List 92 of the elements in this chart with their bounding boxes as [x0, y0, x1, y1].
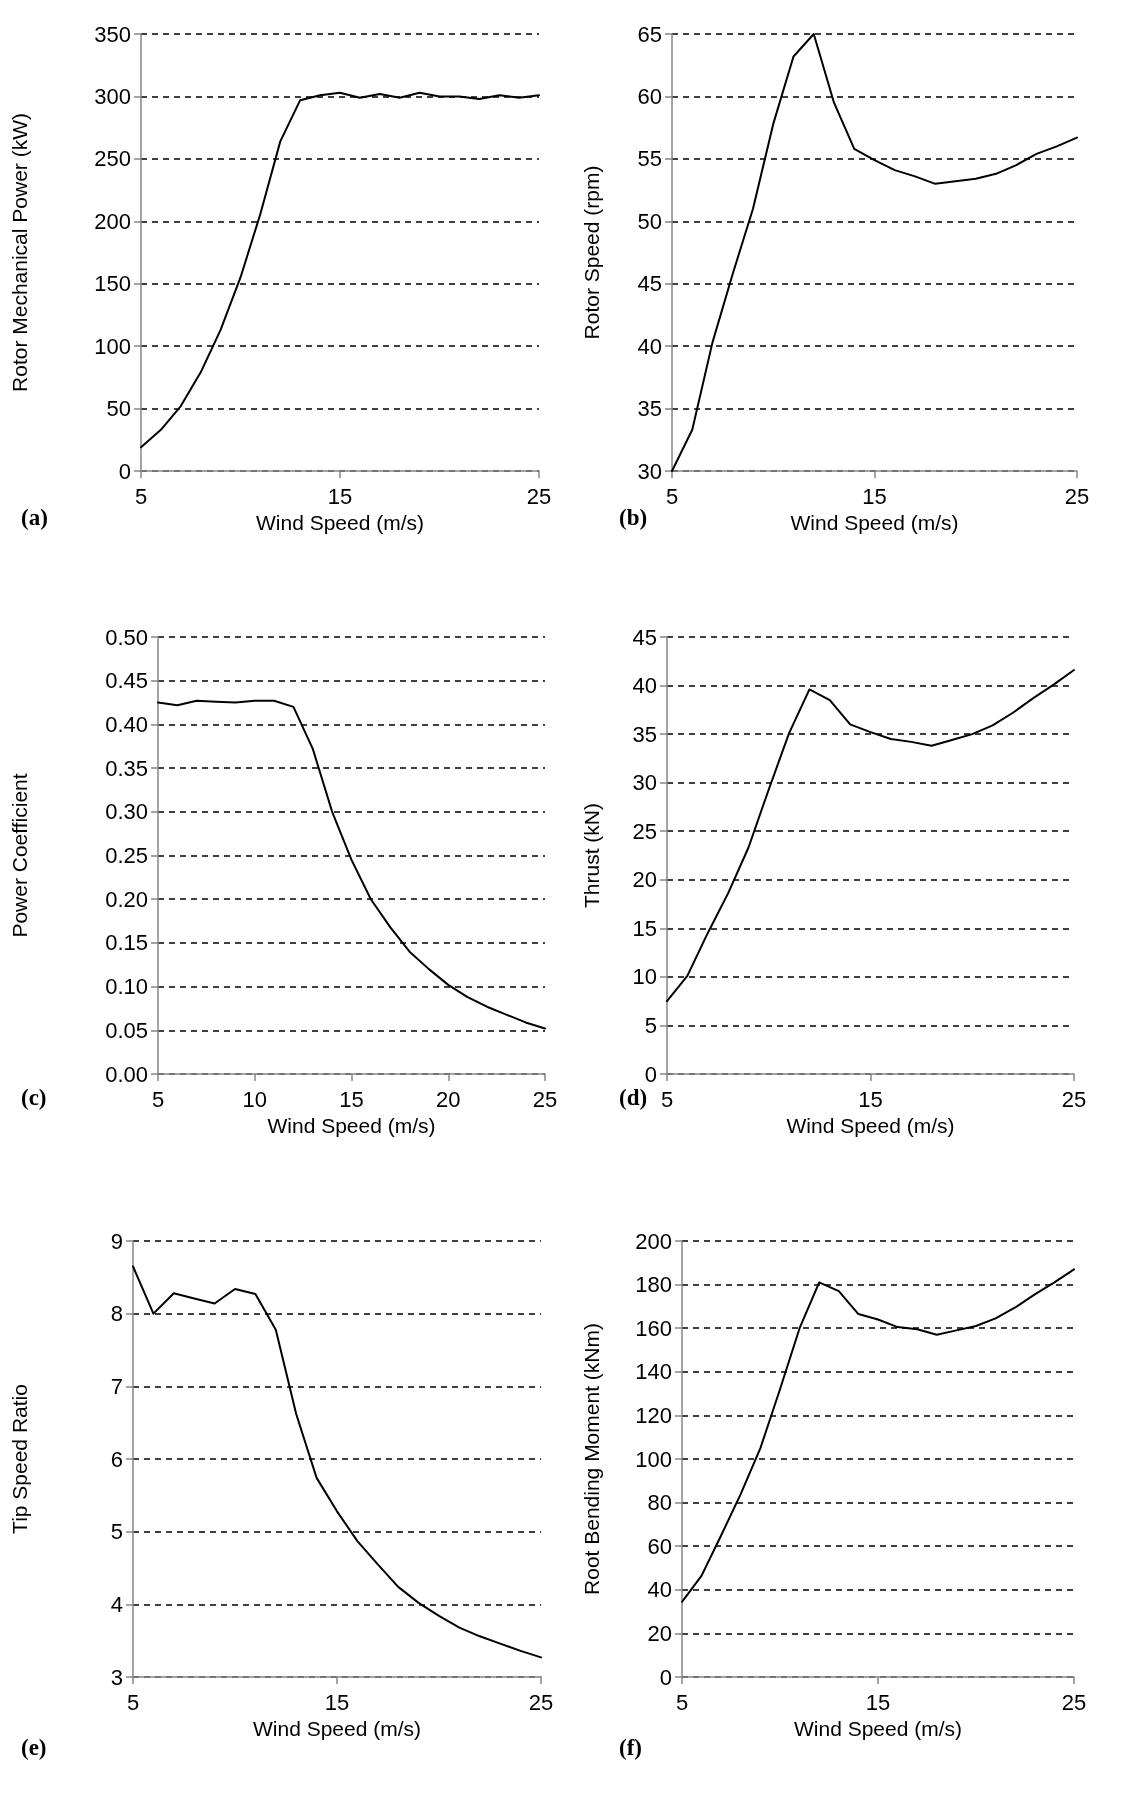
x-tick-label: 25 [1061, 1086, 1087, 1112]
y-tick-label: 0.10 [105, 974, 148, 1000]
y-axis-title: Rotor Speed (rpm) [580, 165, 603, 340]
y-tick-label: 9 [110, 1228, 123, 1254]
x-axis-title: Wind Speed (m/s) [255, 510, 425, 534]
y-axis-title: Root Bending Moment (kNm) [580, 1323, 603, 1595]
y-tick-label: 60 [637, 83, 662, 109]
x-tick-label: 5 [151, 1086, 165, 1112]
x-tick-label: 20 [436, 1086, 461, 1112]
y-tick-label: 0.35 [105, 755, 148, 781]
y-tick-label: 40 [647, 1577, 672, 1603]
y-axis-title: Rotor Mechanical Power (kW) [8, 113, 31, 392]
y-tick-label: 40 [637, 333, 662, 359]
y-tick-label: 7 [110, 1373, 123, 1399]
text: (b) [619, 505, 648, 530]
line-series [681, 1268, 1075, 1603]
y-tick-label: 6 [110, 1446, 123, 1472]
y-tick-label: 8 [110, 1301, 123, 1327]
y-tick-label: 5 [110, 1519, 123, 1545]
y-tick-label: 0.05 [105, 1017, 148, 1043]
x-tick-label: 15 [862, 483, 887, 509]
x-axis-title: Wind Speed (m/s) [790, 510, 959, 534]
y-tick-label: 100 [635, 1446, 672, 1472]
y-tick-label: 4 [110, 1591, 123, 1617]
y-tick-label: 300 [94, 83, 131, 109]
text: (e) [21, 1735, 47, 1760]
y-tick-label: 0.40 [105, 711, 148, 737]
y-tick-label: 0 [644, 1061, 657, 1087]
y-tick-label: 20 [647, 1620, 672, 1646]
y-tick-label: 200 [94, 208, 131, 234]
y-tick-label: 55 [637, 146, 662, 172]
y-tick-label: 0.30 [105, 799, 148, 825]
y-tick-label: 35 [632, 721, 657, 747]
y-tick-label: 100 [94, 333, 131, 359]
x-tick-label: 25 [528, 1689, 554, 1715]
x-tick-label: 10 [242, 1086, 267, 1112]
x-axis-title: Wind Speed (m/s) [793, 1716, 963, 1740]
line-series [666, 669, 1075, 1003]
y-tick-label: 160 [635, 1315, 672, 1341]
y-tick-label: 35 [637, 396, 662, 422]
y-tick-label: 0 [659, 1664, 672, 1690]
text: (f) [619, 1735, 642, 1760]
x-axis-title: Wind Speed (m/s) [252, 1716, 422, 1740]
y-tick-label: 0.15 [105, 930, 148, 956]
y-tick-label: 45 [632, 624, 657, 650]
y-tick-label: 30 [637, 458, 662, 484]
x-tick-label: 5 [675, 1689, 689, 1715]
x-tick-label: 25 [1061, 1689, 1087, 1715]
x-tick-label: 15 [327, 483, 353, 509]
y-tick-label: 20 [632, 867, 657, 893]
y-tick-label: 60 [647, 1533, 672, 1559]
x-tick-label: 25 [1064, 483, 1090, 509]
y-axis-title: Tip Speed Ratio [8, 1384, 31, 1534]
y-tick-label: 45 [637, 271, 662, 297]
y-tick-label: 180 [635, 1272, 672, 1298]
y-tick-label: 15 [632, 915, 657, 941]
y-tick-label: 10 [632, 964, 657, 990]
y-axis-title: Power Coefficient [8, 773, 31, 938]
line-series [132, 1265, 542, 1659]
y-tick-label: 0.20 [105, 886, 148, 912]
y-tick-label: 80 [647, 1490, 672, 1516]
x-tick-label: 25 [526, 483, 552, 509]
text: (d) [619, 1085, 648, 1110]
y-tick-label: 140 [635, 1359, 672, 1385]
text: (a) [21, 505, 48, 530]
y-tick-label: 150 [94, 271, 131, 297]
x-tick-label: 15 [858, 1086, 883, 1112]
x-tick-label: 15 [339, 1086, 364, 1112]
text: (c) [21, 1085, 47, 1110]
y-axis-title: Thrust (kN) [580, 803, 603, 908]
y-tick-label: 250 [94, 146, 131, 172]
y-tick-label: 0.50 [105, 624, 148, 650]
y-tick-label: 30 [632, 770, 657, 796]
x-axis-title: Wind Speed (m/s) [786, 1113, 955, 1137]
y-tick-label: 0.00 [105, 1061, 148, 1087]
y-tick-label: 65 [637, 21, 662, 47]
x-tick-label: 15 [865, 1689, 891, 1715]
y-tick-label: 3 [110, 1664, 123, 1690]
y-tick-label: 50 [106, 396, 131, 422]
y-tick-label: 0.25 [105, 843, 148, 868]
y-tick-label: 350 [94, 21, 131, 47]
x-axis-title: Wind Speed (m/s) [267, 1113, 436, 1137]
y-tick-label: 25 [632, 818, 657, 844]
y-tick-label: 40 [632, 673, 657, 699]
y-tick-label: 200 [635, 1228, 672, 1254]
y-tick-label: 120 [635, 1402, 672, 1428]
y-tick-label: 50 [637, 208, 662, 234]
y-tick-label: 5 [644, 1012, 657, 1038]
x-tick-label: 25 [532, 1086, 558, 1112]
x-tick-label: 15 [324, 1689, 350, 1715]
y-tick-label: 0 [118, 458, 131, 484]
y-tick-label: 0.45 [105, 668, 148, 694]
